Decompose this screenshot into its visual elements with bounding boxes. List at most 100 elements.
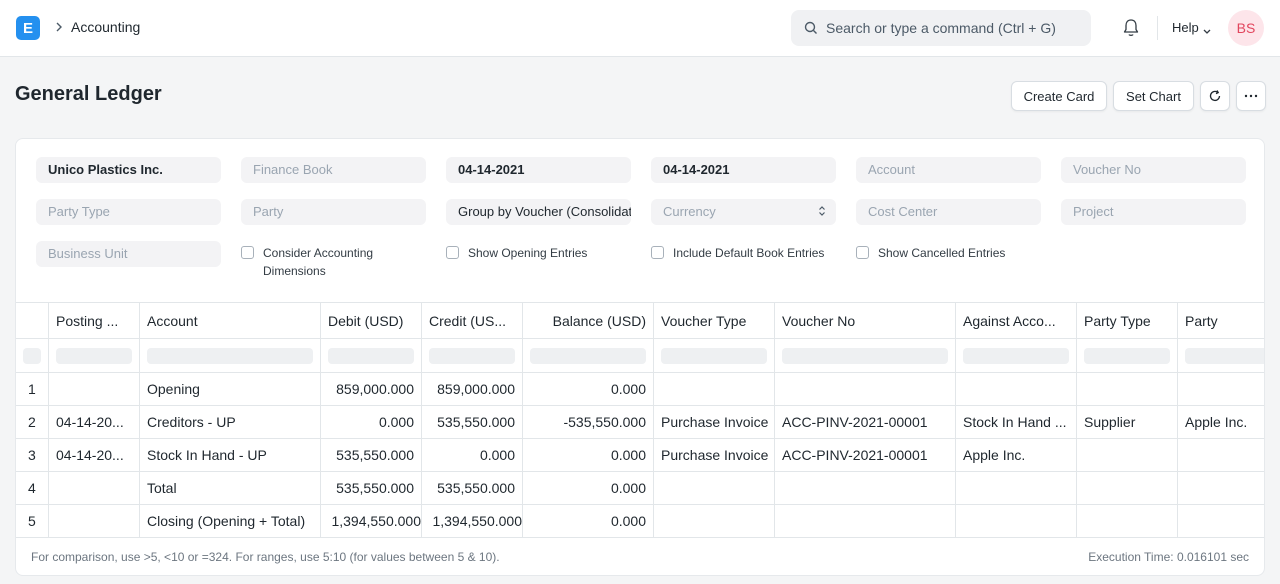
party-type-cell — [1077, 505, 1178, 537]
table-row[interactable]: 5 Closing (Opening + Total) 1,394,550.00… — [16, 505, 1264, 538]
project-filter[interactable]: Project — [1061, 199, 1246, 225]
from-date-filter[interactable]: 04-14-2021 — [446, 157, 631, 183]
include-default-book-entries-checkbox[interactable]: Include Default Book Entries — [651, 244, 824, 262]
help-menu[interactable]: Help — [1172, 20, 1199, 35]
party-cell — [1178, 505, 1264, 537]
table-row[interactable]: 2 04-14-20... Creditors - UP 0.000 535,5… — [16, 406, 1264, 439]
column-filter-input[interactable] — [422, 339, 523, 372]
checkbox-box[interactable] — [856, 246, 869, 259]
balance-cell: 0.000 — [523, 439, 654, 471]
column-header[interactable]: Party Type — [1077, 303, 1178, 338]
against-account-cell — [956, 505, 1077, 537]
create-card-button[interactable]: Create Card — [1011, 81, 1107, 111]
filter-cell — [16, 339, 49, 372]
column-header[interactable]: Voucher No — [775, 303, 956, 338]
column-filter-input[interactable] — [321, 339, 422, 372]
cost-center-filter[interactable]: Cost Center — [856, 199, 1041, 225]
column-filter-input[interactable] — [140, 339, 321, 372]
credit-cell: 1,394,550.000 — [422, 505, 523, 537]
currency-placeholder: Currency — [663, 204, 716, 219]
column-header[interactable]: Credit (US... — [422, 303, 523, 338]
checkbox-label: Show Opening Entries — [468, 246, 588, 260]
posting-date-cell — [49, 373, 140, 405]
checkbox-label: Show Cancelled Entries — [878, 246, 1006, 260]
voucher-no-cell — [775, 472, 956, 504]
column-header[interactable]: Posting ... — [49, 303, 140, 338]
table-row[interactable]: 3 04-14-20... Stock In Hand - UP 535,550… — [16, 439, 1264, 472]
column-filter-input[interactable] — [654, 339, 775, 372]
report-datatable: Posting ... Account Debit (USD) Credit (… — [16, 302, 1264, 538]
column-header[interactable]: Debit (USD) — [321, 303, 422, 338]
show-opening-entries-checkbox[interactable]: Show Opening Entries — [446, 244, 587, 262]
checkbox-label: Consider Accounting Dimensions — [263, 246, 374, 278]
company-filter[interactable]: Unico Plastics Inc. — [36, 157, 221, 183]
row-index: 1 — [16, 373, 49, 405]
show-cancelled-entries-checkbox[interactable]: Show Cancelled Entries — [856, 244, 1005, 262]
breadcrumb-accounting[interactable]: Accounting — [71, 19, 141, 35]
column-filter-input[interactable] — [1178, 339, 1264, 372]
checkbox-box[interactable] — [651, 246, 664, 259]
column-filter-input[interactable] — [775, 339, 956, 372]
group-by-select[interactable]: Group by Voucher (Consolidated) — [446, 199, 631, 225]
filter-help-note: For comparison, use >5, <10 or =324. For… — [31, 550, 500, 564]
column-header[interactable]: Against Acco... — [956, 303, 1077, 338]
set-chart-button[interactable]: Set Chart — [1113, 81, 1194, 111]
account-cell: Stock In Hand - UP — [140, 439, 321, 471]
select-arrows-icon — [818, 205, 826, 218]
voucher-no-cell: ACC-PINV-2021-00001 — [775, 406, 956, 438]
finance-book-filter[interactable]: Finance Book — [241, 157, 426, 183]
party-type-cell — [1077, 472, 1178, 504]
column-filter-input[interactable] — [1077, 339, 1178, 372]
voucher-no-cell: ACC-PINV-2021-00001 — [775, 439, 956, 471]
search-bar[interactable]: Search or type a command (Ctrl + G) — [791, 10, 1091, 46]
voucher-no-filter[interactable]: Voucher No — [1061, 157, 1246, 183]
business-unit-filter[interactable]: Business Unit — [36, 241, 221, 267]
row-index: 2 — [16, 406, 49, 438]
chevron-down-icon — [1202, 24, 1212, 39]
group-by-value: Group by Voucher (Consolidated) — [458, 204, 631, 219]
checkbox-box[interactable] — [241, 246, 254, 259]
to-date-filter[interactable]: 04-14-2021 — [651, 157, 836, 183]
voucher-type-cell — [654, 472, 775, 504]
user-avatar[interactable]: BS — [1228, 10, 1264, 46]
posting-date-cell — [49, 505, 140, 537]
column-header[interactable]: Balance (USD) — [523, 303, 654, 338]
credit-cell: 0.000 — [422, 439, 523, 471]
debit-cell: 1,394,550.000 — [321, 505, 422, 537]
party-cell: Apple Inc. — [1178, 406, 1264, 438]
search-input[interactable]: Search or type a command (Ctrl + G) — [826, 20, 1056, 36]
against-account-cell — [956, 472, 1077, 504]
party-type-cell — [1077, 439, 1178, 471]
party-type-filter[interactable]: Party Type — [36, 199, 221, 225]
balance-cell: 0.000 — [523, 472, 654, 504]
column-filter-input[interactable] — [523, 339, 654, 372]
voucher-no-cell — [775, 373, 956, 405]
account-cell: Creditors - UP — [140, 406, 321, 438]
more-actions-button[interactable] — [1236, 81, 1266, 111]
column-filter-input[interactable] — [956, 339, 1077, 372]
consider-accounting-dimensions-checkbox[interactable]: Consider Accounting Dimensions — [241, 244, 411, 280]
app-logo[interactable]: E — [16, 16, 40, 40]
column-header[interactable]: Account — [140, 303, 321, 338]
column-header[interactable]: Voucher Type — [654, 303, 775, 338]
checkbox-box[interactable] — [446, 246, 459, 259]
party-filter[interactable]: Party — [241, 199, 426, 225]
chevron-right-icon — [54, 20, 64, 34]
table-row[interactable]: 4 Total 535,550.000 535,550.000 0.000 — [16, 472, 1264, 505]
balance-cell: 0.000 — [523, 373, 654, 405]
against-account-cell — [956, 373, 1077, 405]
against-account-cell: Apple Inc. — [956, 439, 1077, 471]
account-cell: Closing (Opening + Total) — [140, 505, 321, 537]
refresh-button[interactable] — [1200, 81, 1230, 111]
account-filter[interactable]: Account — [856, 157, 1041, 183]
notification-bell-icon[interactable] — [1122, 18, 1140, 41]
column-header[interactable]: Party — [1178, 303, 1264, 338]
currency-select[interactable]: Currency — [651, 199, 836, 225]
table-row[interactable]: 1 Opening 859,000.000 859,000.000 0.000 — [16, 373, 1264, 406]
navbar-divider — [1157, 16, 1158, 40]
posting-date-cell — [49, 472, 140, 504]
credit-cell: 535,550.000 — [422, 472, 523, 504]
row-index: 5 — [16, 505, 49, 537]
column-filter-input[interactable] — [49, 339, 140, 372]
voucher-type-cell — [654, 505, 775, 537]
